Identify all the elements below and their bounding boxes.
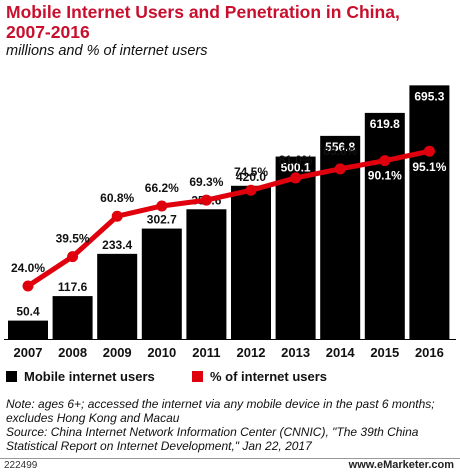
line-value-label: 69.3% [189, 175, 223, 189]
bar-value-label: 302.7 [147, 213, 177, 227]
footer-divider [0, 458, 460, 459]
x-tick-label: 2011 [192, 345, 220, 360]
legend-swatch-bar [6, 370, 17, 382]
bar-2016 [409, 85, 450, 340]
bar-value-label: 695.3 [414, 89, 444, 103]
x-tick-label: 2015 [370, 345, 399, 360]
x-tick-label: 2007 [14, 345, 43, 360]
penetration-point-2013 [290, 172, 302, 184]
bar-2011 [186, 209, 227, 339]
bar-value-label: 500.1 [281, 161, 311, 175]
chart-title: Mobile Internet Users and Penetration in… [6, 2, 400, 42]
penetration-point-2014 [334, 163, 346, 175]
penetration-point-2008 [67, 251, 79, 263]
bar-2008 [52, 296, 93, 339]
bar-value-label: 619.8 [370, 117, 400, 131]
penetration-point-2010 [156, 200, 168, 212]
chart-subtitle: millions and % of internet users [6, 43, 208, 59]
penetration-point-2011 [200, 194, 212, 206]
chart-id: 222499 [4, 460, 38, 471]
penetration-point-2015 [379, 155, 391, 167]
penetration-point-2007 [22, 280, 34, 292]
x-tick-label: 2012 [237, 345, 266, 360]
x-tick-label: 2009 [103, 345, 132, 360]
bar-2013 [275, 156, 316, 339]
line-value-label: 60.8% [100, 191, 134, 205]
bar-2010 [141, 228, 182, 339]
line-value-label: 90.1% [368, 169, 402, 183]
bar-value-label: 233.4 [102, 238, 132, 252]
chart-note: Note: ages 6+; accessed the internet via… [6, 397, 435, 453]
bar-value-label: 420.0 [236, 170, 266, 184]
line-value-label: 81.0% [279, 153, 313, 167]
bar-value-label: 50.4 [16, 305, 40, 319]
legend-label-mobile-users: Mobile internet users [24, 368, 155, 384]
chart-plot: 2007 2008 2009 2010 2011 2012 2013 2014 2015 2016… [4, 85, 456, 360]
bar-2015 [364, 112, 405, 339]
x-tick-label: 2016 [415, 345, 444, 360]
penetration-point-2012 [245, 184, 257, 196]
penetration-point-2009 [111, 210, 123, 222]
bar-2007 [8, 320, 48, 339]
penetration-line [25, 148, 432, 289]
bar-2012 [231, 185, 271, 339]
penetration-point-2016 [423, 145, 435, 157]
line-value-label: 39.5% [56, 232, 90, 246]
legend-label-penetration: % of internet users [210, 368, 328, 384]
x-tick-label: 2013 [281, 345, 310, 360]
legend-item-mobile-users: Mobile internet users [6, 368, 155, 384]
line-value-label: 74.5% [234, 165, 268, 179]
line-value-label: 24.0% [11, 261, 45, 275]
x-tick-label: 2014 [326, 345, 356, 360]
line-value-label: 95.1% [412, 160, 446, 174]
legend-swatch-line [192, 370, 203, 382]
bar-value-label: 117.6 [58, 280, 88, 294]
line-value-label: 66.2% [145, 181, 179, 195]
x-tick-label: 2008 [58, 345, 87, 360]
brand-logo: www.eMarketer.com [348, 459, 454, 471]
bar-2009 [97, 253, 138, 339]
line-value-label: 85.8% [323, 144, 357, 158]
bar-value-label: 556.8 [325, 140, 355, 154]
legend-item-penetration: % of internet users [192, 368, 327, 384]
x-tick-label: 2010 [147, 345, 176, 360]
